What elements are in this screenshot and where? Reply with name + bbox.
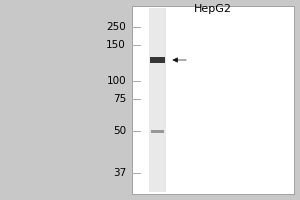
Text: HepG2: HepG2 [194,4,232,14]
Text: 50: 50 [113,126,126,136]
Text: 150: 150 [106,40,126,50]
Bar [150,57,165,63]
Bar [132,6,294,194]
Text: 250: 250 [106,22,126,32]
Text: 75: 75 [113,94,126,104]
Bar [149,8,166,192]
Text: 37: 37 [113,168,126,178]
Text: 100: 100 [106,76,126,86]
Bar [151,130,164,133]
